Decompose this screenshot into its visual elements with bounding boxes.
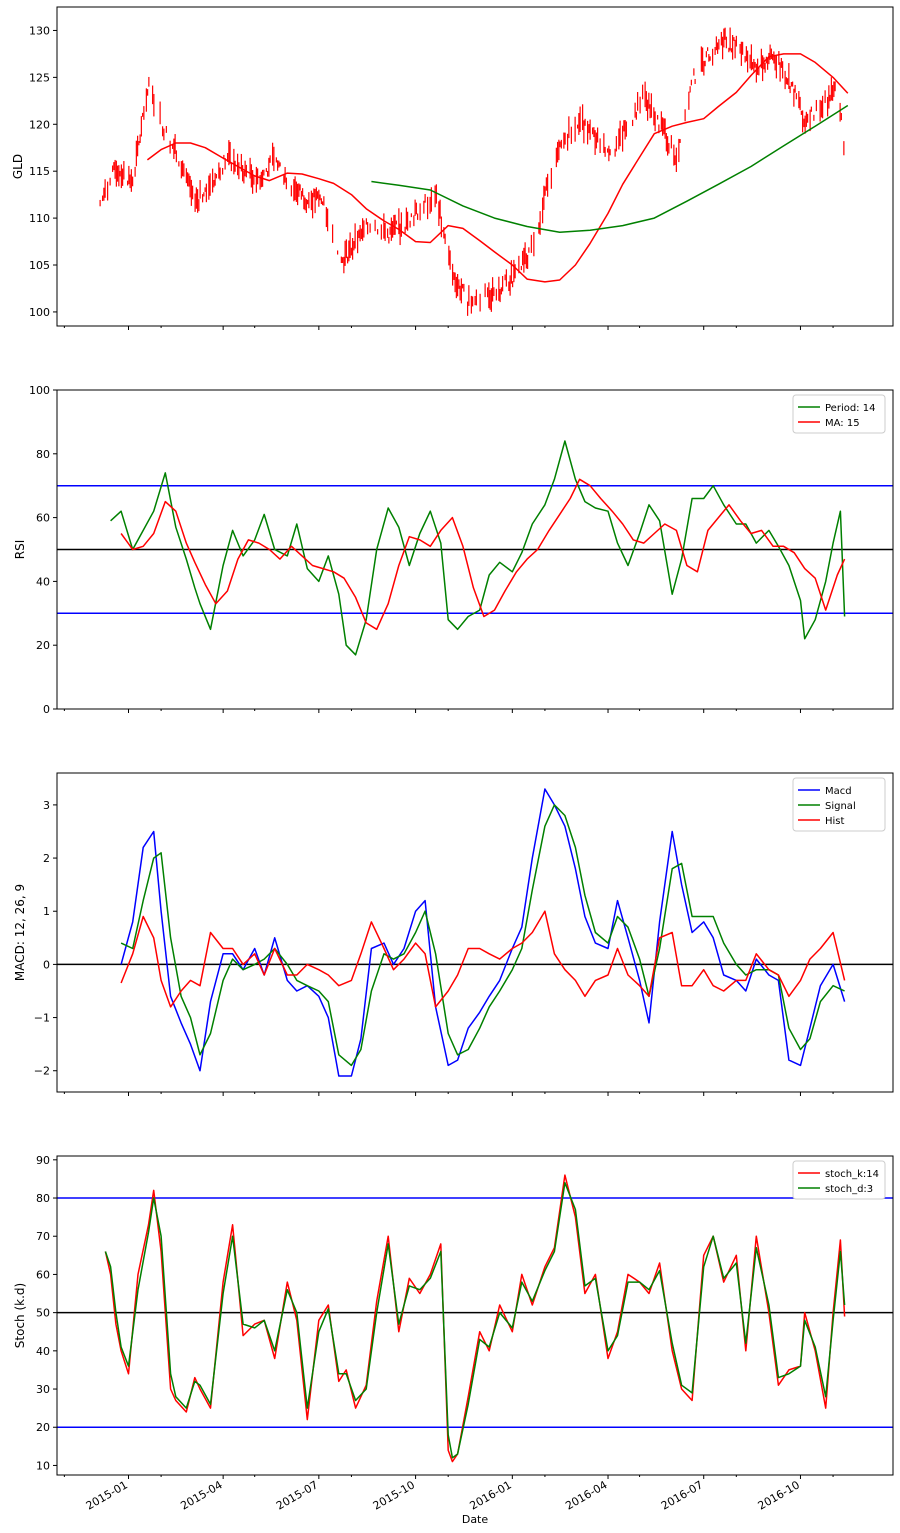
y-tick-label: 10 — [36, 1459, 50, 1472]
y-axis-label: RSI — [13, 540, 27, 560]
y-tick-label: 2 — [43, 852, 50, 865]
price-panel: 100 105 110 115 120 125 130 GLD — [11, 6, 894, 330]
legend-label: Period: 14 — [825, 403, 875, 414]
y-tick-label: 40 — [36, 575, 50, 588]
y-tick-label: 105 — [29, 259, 50, 272]
y-axis-label: GLD — [11, 154, 25, 179]
legend-label: MA: 15 — [825, 418, 860, 429]
y-axis-label: Stoch (k.d) — [13, 1283, 27, 1348]
series-line — [120, 910, 846, 1008]
legend-box — [792, 1160, 886, 1200]
y-tick-label: 60 — [36, 1268, 50, 1281]
y-tick-label: 3 — [43, 799, 50, 812]
y-tick-label: 20 — [36, 639, 50, 652]
y-tick-label: 100 — [29, 306, 50, 319]
series-line — [146, 53, 849, 283]
y-tick-label: −1 — [34, 1012, 50, 1025]
plot-frame — [56, 772, 894, 1093]
y-tick-label: 60 — [36, 512, 50, 525]
series-line — [120, 804, 845, 1067]
legend-box — [792, 777, 886, 832]
legend-label: Signal — [825, 801, 856, 812]
plot-frame — [56, 6, 894, 327]
y-tick-label: 130 — [29, 24, 50, 37]
y-tick-label: 0 — [43, 703, 50, 716]
series-line — [120, 478, 846, 631]
x-axis-label: Date — [462, 1513, 489, 1526]
legend-label: stoch_d:3 — [825, 1184, 873, 1195]
y-tick-label: 50 — [36, 1307, 50, 1320]
y-tick-label: 1 — [43, 905, 50, 918]
plot-frame — [56, 1155, 894, 1476]
series-line — [371, 104, 849, 233]
legend-box — [792, 394, 886, 434]
y-tick-label: −2 — [34, 1065, 50, 1078]
y-axis-label: MACD: 12, 26, 9 — [13, 884, 27, 981]
y-tick-label: 30 — [36, 1383, 50, 1396]
y-tick-label: 20 — [36, 1421, 50, 1434]
series-line — [120, 788, 846, 1077]
y-tick-label: 80 — [36, 448, 50, 461]
legend-label: Hist — [825, 816, 845, 827]
y-tick-label: 125 — [29, 71, 50, 84]
y-tick-label: 115 — [29, 165, 50, 178]
rsi-panel: 0 20 40 60 80 100 RSI Period: 14 MA: 15 — [13, 384, 894, 716]
series-line — [110, 440, 846, 656]
series-line — [104, 1174, 846, 1463]
y-tick-label: 0 — [43, 958, 50, 971]
legend-label: stoch_k:14 — [825, 1169, 879, 1180]
y-tick-label: 120 — [29, 118, 50, 131]
y-tick-label: 70 — [36, 1230, 50, 1243]
plot-frame — [56, 389, 894, 710]
y-tick-label: 40 — [36, 1345, 50, 1358]
y-tick-label: 100 — [29, 384, 50, 397]
series-line — [104, 1181, 846, 1459]
macd-panel: −2 −1 0 1 2 3 MACD: 12, 26, 9 Macd Signal Hist — [13, 772, 894, 1096]
y-tick-label: 90 — [36, 1154, 50, 1167]
legend-label: Macd — [825, 786, 852, 797]
y-tick-label: 80 — [36, 1192, 50, 1205]
y-tick-label: 110 — [29, 212, 50, 225]
